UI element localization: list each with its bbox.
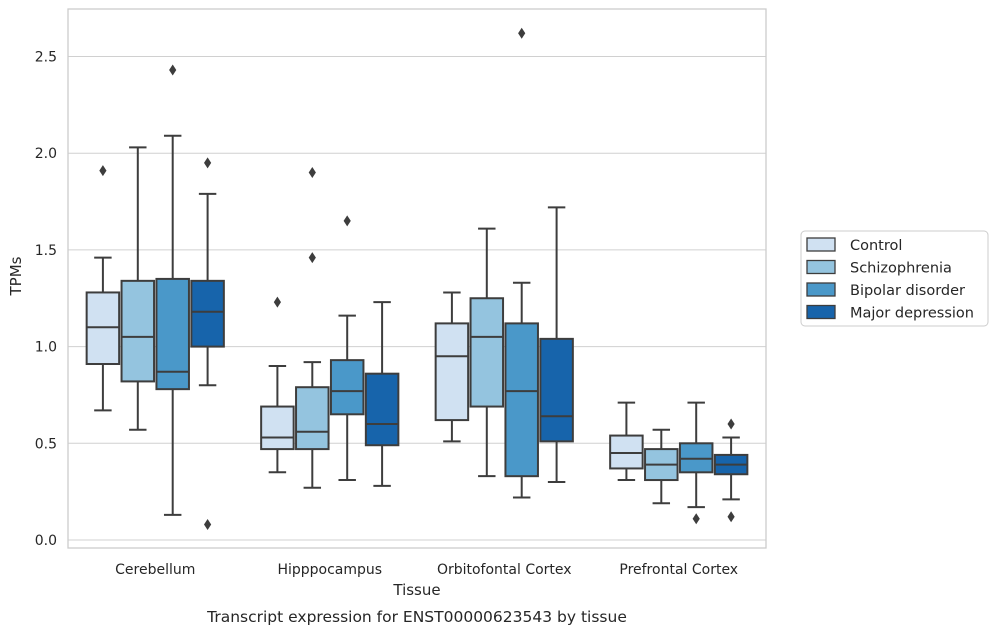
box-schizophrenia — [120, 146, 156, 431]
legend-label: Control — [850, 238, 902, 254]
box-iqr — [329, 359, 365, 416]
chart-caption: Transcript expression for ENST0000062354… — [206, 608, 627, 626]
y-tick-label: 0.0 — [35, 533, 57, 549]
outlier-point — [692, 513, 700, 525]
outlier-point — [518, 27, 526, 39]
box-iqr — [120, 279, 156, 383]
box-major-depression — [713, 418, 749, 523]
box-bipolar-disorder — [504, 27, 539, 499]
outlier-point — [727, 511, 735, 523]
box-iqr — [434, 322, 470, 422]
y-axis-ticks: 0.0 0.5 1.0 1.5 2.0 2.5 — [35, 50, 57, 550]
box-major-depression — [539, 206, 574, 483]
box-bipolar-disorder — [329, 215, 365, 482]
outlier-point — [99, 165, 107, 177]
legend-label: Bipolar disorder — [850, 283, 965, 299]
box-control — [609, 401, 644, 482]
box-bipolar-disorder — [155, 64, 190, 516]
box-iqr — [504, 322, 539, 478]
box-iqr — [190, 279, 225, 348]
legend-swatch — [806, 304, 836, 320]
x-axis-label: Tissue — [392, 581, 440, 599]
box-schizophrenia — [295, 167, 330, 489]
x-tick-label: Orbitofontal Cortex — [437, 562, 572, 578]
outlier-point — [204, 519, 212, 531]
outlier-point — [343, 215, 351, 227]
box-iqr — [539, 337, 574, 443]
legend-label: Schizophrenia — [850, 261, 952, 277]
box-iqr — [469, 297, 505, 408]
y-tick-label: 0.5 — [35, 436, 57, 452]
box-iqr — [260, 405, 295, 451]
outlier-point — [273, 296, 281, 308]
box-control — [434, 291, 470, 443]
legend-swatch — [806, 259, 836, 275]
outlier-point — [204, 157, 212, 169]
x-tick-label: Hipppocampus — [277, 562, 382, 578]
outlier-point — [308, 167, 316, 179]
box-major-depression — [190, 157, 225, 531]
legend-swatch — [806, 237, 836, 252]
box-schizophrenia — [644, 428, 679, 505]
box-major-depression — [364, 301, 400, 487]
y-tick-label: 2.5 — [35, 50, 57, 66]
box-control — [85, 165, 121, 412]
y-tick-label: 1.5 — [35, 243, 57, 259]
box-control — [260, 296, 295, 474]
outlier-point — [169, 64, 177, 76]
box-schizophrenia — [469, 227, 505, 478]
legend-swatch — [806, 282, 836, 297]
x-tick-label: Cerebellum — [115, 562, 195, 578]
x-axis-ticks: Cerebellum Hipppocampus Orbitofontal Corte… — [115, 562, 738, 578]
x-tick-label: Prefrontal Cortex — [619, 562, 738, 578]
outlier-point — [727, 418, 735, 430]
outlier-point — [308, 252, 316, 264]
legend-frame — [800, 230, 989, 327]
y-tick-label: 1.0 — [35, 340, 57, 356]
legend: Control Schizophrenia Bipolar disorder Majo… — [800, 230, 989, 327]
legend-label: Major depression — [850, 306, 974, 322]
y-axis-label: TPMs — [7, 256, 25, 296]
y-tick-label: 2.0 — [35, 146, 57, 162]
box-iqr — [364, 372, 400, 447]
box-iqr — [295, 386, 330, 451]
plot-frame — [67, 8, 767, 549]
box-bipolar-disorder — [678, 401, 714, 525]
box-plot-area — [85, 27, 749, 531]
